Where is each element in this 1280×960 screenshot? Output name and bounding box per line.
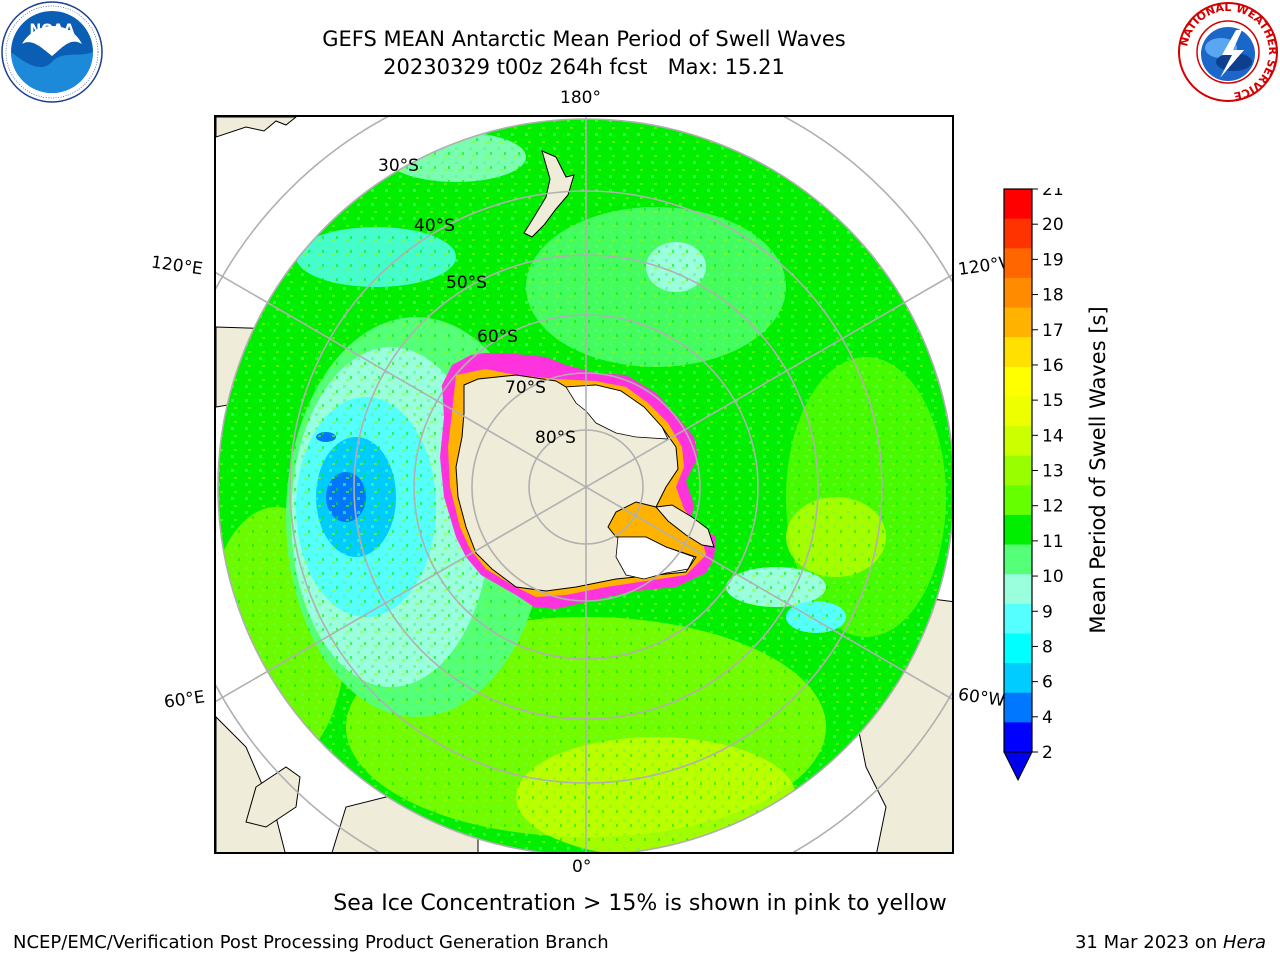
colorbar-ticks: 21 20 19 18 17 16 15 14 13 12 11 10 9 8 6 4 2 [1032,188,1064,763]
noaa-logo-text: NOAA [30,22,75,38]
colorbar-band [1004,603,1032,634]
graticule [216,117,952,852]
antarctica [440,353,716,609]
colorbar-band [1004,337,1032,368]
polar-map: 30°S 40°S 50°S 60°S 70°S 80°S [216,117,952,852]
colorbar-band [1004,366,1032,397]
map-subtitle: 20230329 t00z 264h fcst Max: 15.21 [383,55,785,79]
colorbar-tick-label: 4 [1042,708,1053,728]
colorbar-tick-label: 9 [1042,602,1053,622]
colorbar-band [1004,396,1032,427]
colorbar-band [1004,426,1032,457]
colorbar-tick-label: 8 [1042,637,1053,657]
antarctic-peninsula [655,504,715,548]
colorbar-tick-label: 11 [1042,532,1064,552]
colorbar-band [1004,692,1032,723]
colorbar-band [1004,485,1032,516]
colorbar-tick-label: 2 [1042,743,1053,763]
colorbar-band [1004,189,1032,220]
colorbar-tick-label: 14 [1042,426,1064,446]
lat-label-50s: 50°S [446,273,487,293]
latitude-labels: 30°S 40°S 50°S 60°S 70°S 80°S [378,156,576,448]
colorbar-extend-triangle [1003,751,1033,782]
sea-ice-note: Sea Ice Concentration > 15% is shown in … [333,891,947,916]
colorbar-tick-label: 6 [1042,673,1053,693]
colorbar-tick-label: 19 [1042,250,1064,270]
map-panel: 30°S 40°S 50°S 60°S 70°S 80°S [214,115,954,854]
colorbar-band [1004,455,1032,486]
colorbar-label: Mean Period of Swell Waves [s] [1086,306,1110,634]
colorbar-band [1004,248,1032,279]
colorbar-tick-label: 16 [1042,356,1064,376]
colorbar-tick-label: 18 [1042,286,1064,306]
lon-label-60w: 60°W [956,684,1007,712]
colorbar-tick-label: 17 [1042,321,1064,341]
noaa-logo: NOAA [1,1,103,103]
lat-label-70s: 70°S [505,378,546,398]
lon-label-0: 0° [572,857,592,877]
host-name: Hera [1222,932,1266,953]
colorbar: 21 20 19 18 17 16 15 14 13 12 11 10 9 8 6 4 2 [1003,188,1064,782]
lat-label-80s: 80°S [535,428,576,448]
lon-label-120e: 120°E [149,252,204,280]
lon-label-180: 180° [560,88,601,108]
colorbar-tick-label: 15 [1042,391,1064,411]
ross-ice-shelf [565,384,669,440]
nws-logo: NATIONAL WEATHER SERVICE [1177,1,1279,103]
colorbar-band [1004,574,1032,605]
lon-label-60e: 60°E [162,687,207,713]
colorbar-band [1004,307,1032,338]
colorbar-band [1004,544,1032,575]
colorbar-tick-label: 21 [1042,188,1064,200]
date-text: 31 Mar 2023 on [1074,932,1223,953]
colorbar-tick-label: 13 [1042,462,1064,482]
map-title: GEFS MEAN Antarctic Mean Period of Swell… [322,27,846,51]
colorbar-band [1004,722,1032,753]
date-stamp: 31 Mar 2023 on Hera [1075,932,1266,953]
colorbar-tick-label: 10 [1042,567,1064,587]
lat-label-40s: 40°S [414,216,455,236]
lat-label-60s: 60°S [477,327,518,347]
lat-label-30s: 30°S [378,156,419,176]
colorbar-band [1004,663,1032,694]
colorbar-band [1004,218,1032,249]
colorbar-bands [1004,189,1032,753]
colorbar-band [1004,514,1032,546]
colorbar-tick-label: 12 [1042,497,1064,517]
colorbar-tick-label: 20 [1042,215,1064,235]
ronne-ice-shelf [615,536,695,580]
colorbar-band [1004,277,1032,309]
credit-line: NCEP/EMC/Verification Post Processing Pr… [13,932,609,953]
colorbar-band [1004,633,1032,664]
